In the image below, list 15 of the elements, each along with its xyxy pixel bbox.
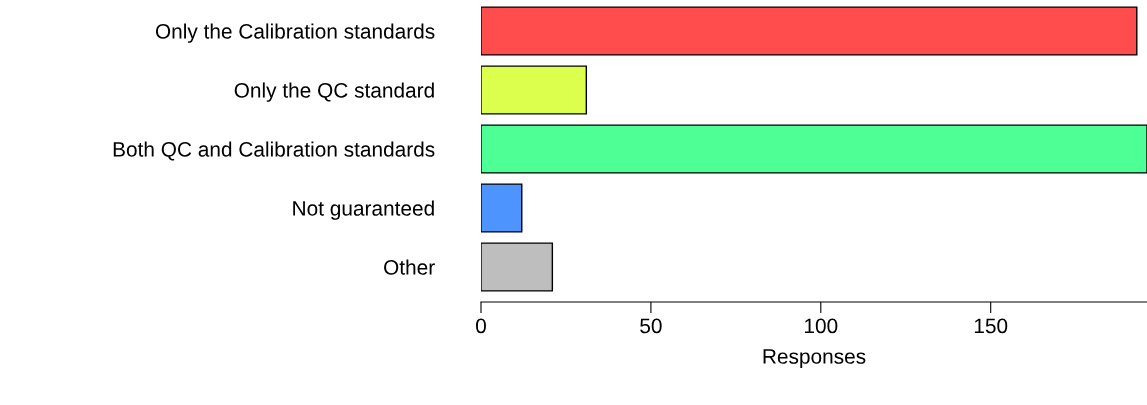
x-tick-label: 50 (640, 318, 662, 334)
x-tick-label: 0 (476, 318, 486, 334)
bar (481, 65, 588, 115)
bar (481, 183, 523, 233)
x-tick-label: 100 (805, 318, 838, 334)
y-tick-label: Only the QC standard (234, 82, 434, 102)
y-tick-label: Both QC and Calibration standards (113, 141, 435, 161)
bar (481, 124, 1147, 174)
y-tick-label: Not guaranteed (293, 200, 434, 220)
bar (481, 6, 1138, 56)
x-axis-title: Responses (763, 349, 866, 368)
y-tick-label: Other (384, 259, 435, 275)
y-tick-label: Only the Calibration standards (155, 23, 435, 43)
bar (481, 242, 554, 292)
x-tick-label: 150 (974, 318, 1008, 334)
